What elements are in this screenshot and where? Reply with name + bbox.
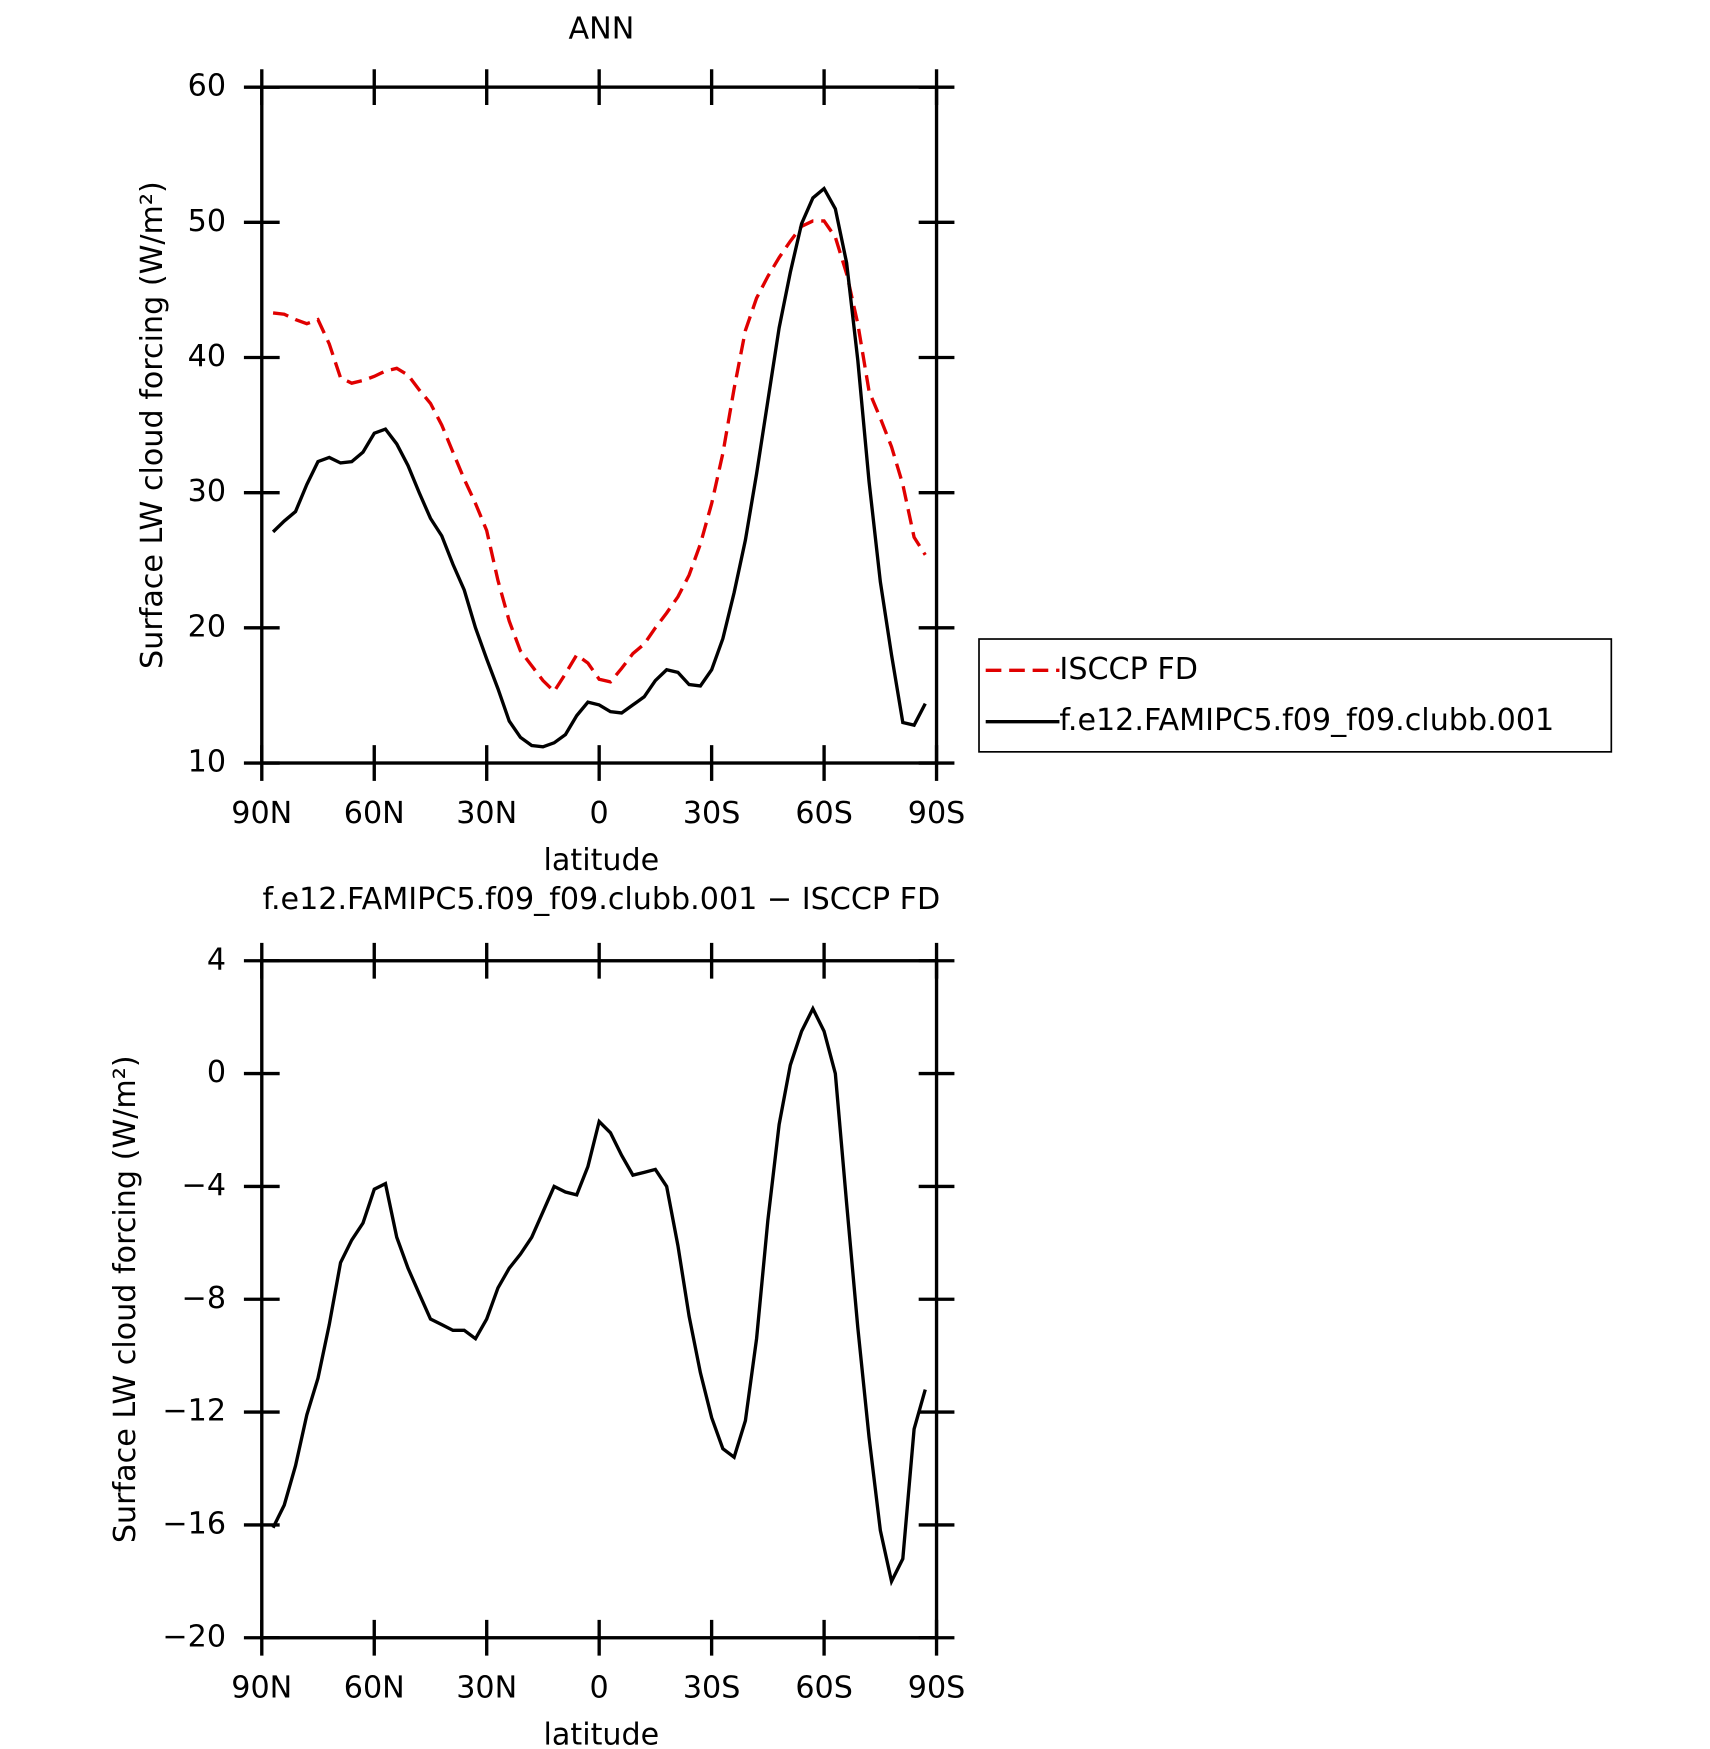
data-line <box>272 219 927 695</box>
legend-label: ISCCP FD <box>1059 652 1198 687</box>
x-tick-label: 90S <box>908 1671 966 1706</box>
y-tick-label: 4 <box>207 942 226 977</box>
y-tick-label: 30 <box>188 474 226 509</box>
x-tick-label: 30S <box>683 1671 741 1706</box>
x-axis-label: latitude <box>544 1718 660 1745</box>
x-axis-label: latitude <box>544 843 660 878</box>
chart-title: f.e12.FAMIPC5.f09_f09.clubb.001 − ISCCP … <box>263 882 941 917</box>
y-tick-label: 20 <box>188 609 226 644</box>
x-tick-label: 30S <box>683 796 741 831</box>
x-tick-label: 60S <box>795 1671 853 1706</box>
x-tick-label: 30N <box>456 1671 517 1706</box>
legend-box <box>978 638 1613 753</box>
x-tick-label: 90S <box>908 796 966 831</box>
x-tick-label: 0 <box>590 1671 609 1706</box>
x-tick-label: 30N <box>456 796 517 831</box>
y-tick-label: 0 <box>207 1055 226 1090</box>
y-tick-label: 60 <box>188 69 226 104</box>
y-tick-label: −4 <box>182 1168 226 1203</box>
legend-label: f.e12.FAMIPC5.f09_f09.clubb.001 <box>1059 703 1554 738</box>
x-tick-label: 60N <box>344 1671 405 1706</box>
y-tick-label: −16 <box>162 1506 226 1541</box>
data-line <box>271 1004 927 1587</box>
y-tick-label: 40 <box>188 339 226 374</box>
plot-frame <box>260 959 939 1640</box>
y-tick-label: −20 <box>162 1619 226 1654</box>
y-tick-label: −12 <box>162 1394 226 1429</box>
y-tick-label: 50 <box>188 204 226 239</box>
x-tick-label: 60N <box>344 796 405 831</box>
y-tick-label: 10 <box>188 745 226 780</box>
x-tick-label: 0 <box>590 796 609 831</box>
plot-frame <box>260 85 939 765</box>
y-axis-label: Surface LW cloud forcing (W/m²) <box>108 1055 143 1543</box>
chart-title: ANN <box>569 12 635 47</box>
y-axis-label: Surface LW cloud forcing (W/m²) <box>135 181 170 669</box>
x-tick-label: 90N <box>231 796 292 831</box>
y-tick-label: −8 <box>182 1281 226 1316</box>
x-tick-label: 90N <box>231 1671 292 1706</box>
data-line <box>271 185 927 749</box>
x-tick-label: 60S <box>795 796 853 831</box>
